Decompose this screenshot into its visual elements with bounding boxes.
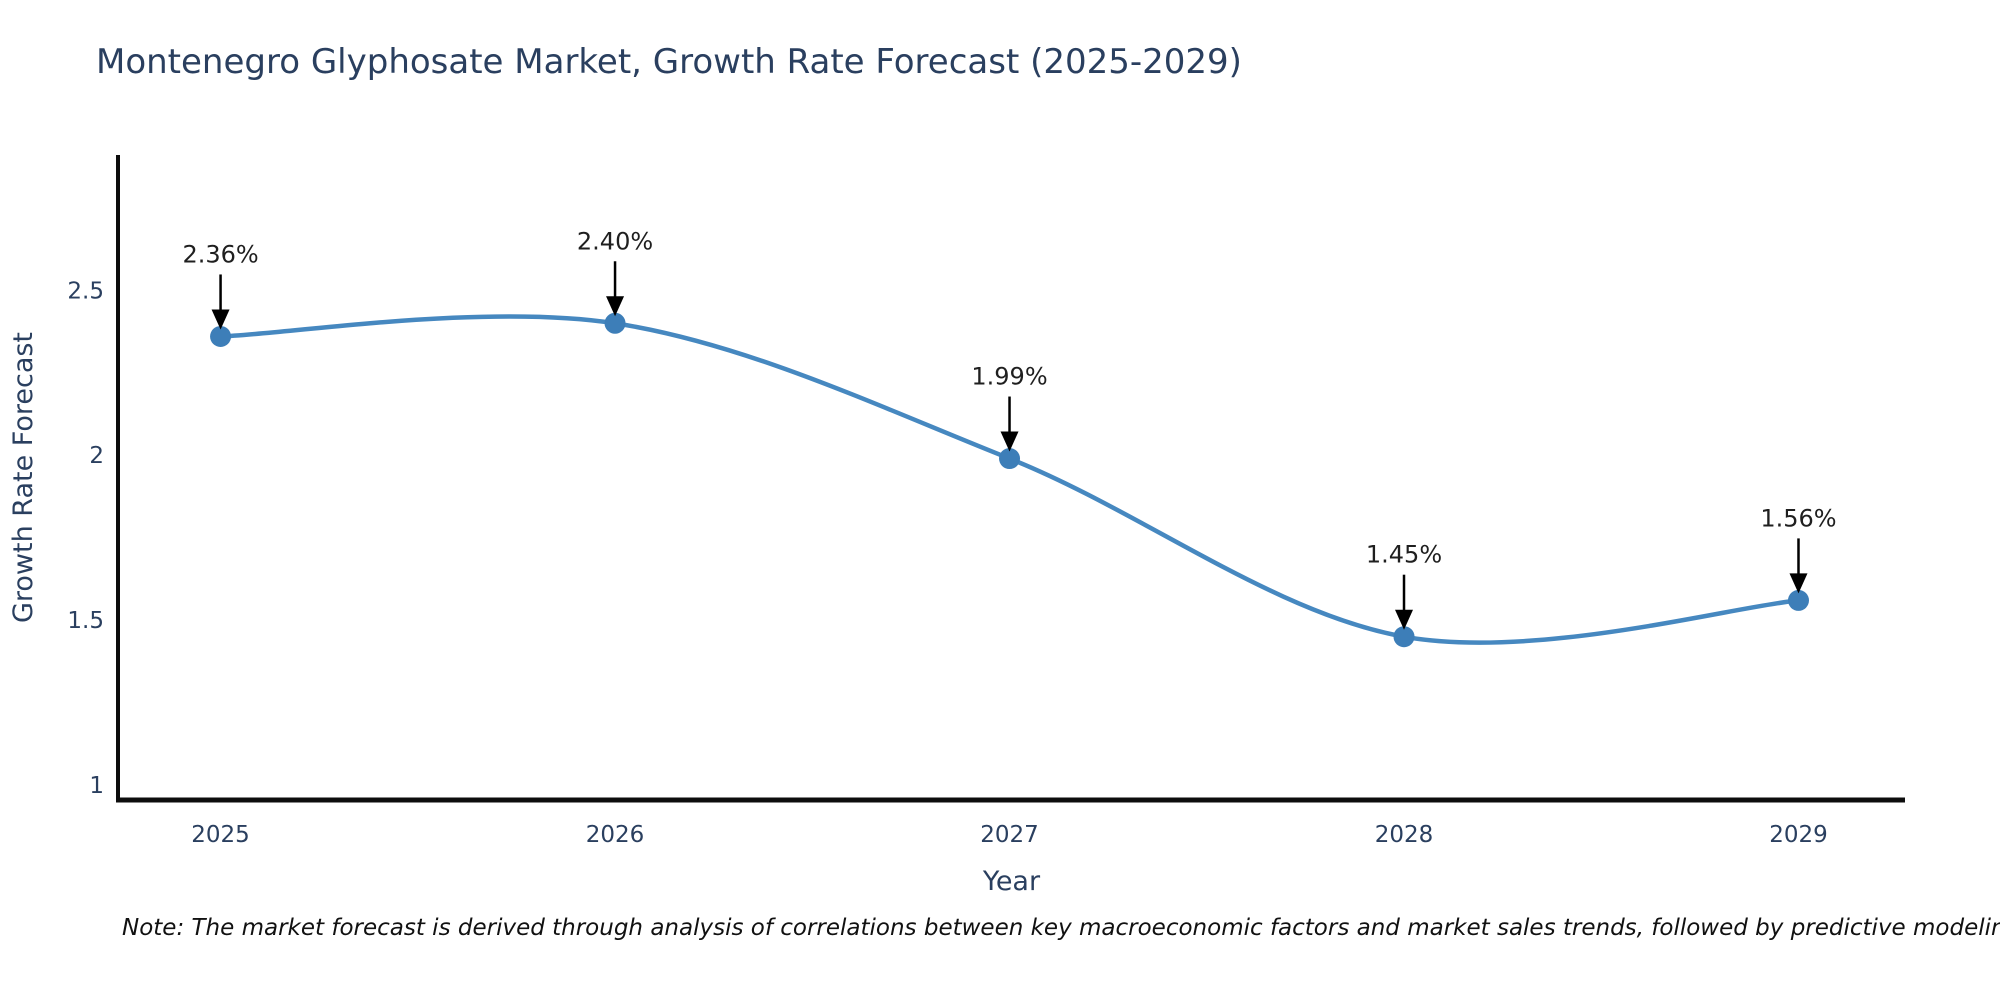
annotation-label: 2.40% bbox=[577, 227, 653, 255]
annotation-label: 1.45% bbox=[1366, 541, 1442, 569]
annotation-label: 1.99% bbox=[971, 363, 1047, 391]
data-point bbox=[1393, 626, 1415, 648]
x-tick-label: 2025 bbox=[191, 822, 250, 848]
x-tick-label: 2027 bbox=[980, 822, 1039, 848]
x-tick-label: 2029 bbox=[1769, 822, 1828, 848]
x-axis-title: Year bbox=[982, 866, 1041, 897]
data-point bbox=[604, 312, 626, 334]
x-tick-label: 2028 bbox=[1375, 822, 1434, 848]
annotation-arrowhead bbox=[1789, 573, 1808, 594]
y-tick-label: 1.5 bbox=[67, 608, 104, 634]
y-tick-label: 2 bbox=[89, 443, 104, 469]
data-point bbox=[1787, 589, 1809, 611]
y-tick-label: 1 bbox=[89, 773, 104, 799]
y-axis-title: Growth Rate Forecast bbox=[8, 332, 39, 623]
data-point bbox=[210, 325, 232, 347]
footnote: Note: The market forecast is derived thr… bbox=[122, 915, 2000, 941]
y-tick-label: 2.5 bbox=[67, 278, 104, 304]
annotation-label: 2.36% bbox=[182, 240, 258, 268]
chart-title: Montenegro Glyphosate Market, Growth Rat… bbox=[96, 42, 1242, 82]
data-point bbox=[999, 448, 1021, 470]
x-tick-label: 2026 bbox=[586, 822, 645, 848]
annotation-arrowhead bbox=[1000, 431, 1019, 452]
annotation-arrowhead bbox=[211, 309, 230, 330]
annotation-arrowhead bbox=[606, 296, 625, 317]
annotation-label: 1.56% bbox=[1760, 504, 1836, 532]
annotation-arrowhead bbox=[1395, 609, 1414, 630]
